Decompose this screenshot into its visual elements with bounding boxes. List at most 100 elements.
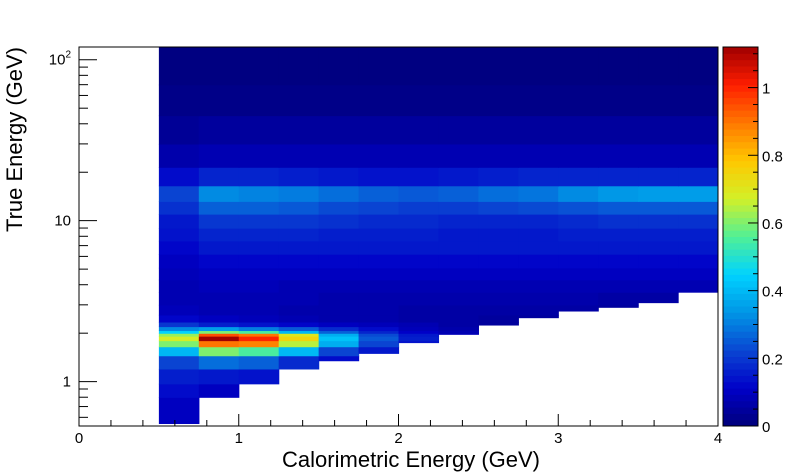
heatmap-cell [598, 167, 639, 187]
heatmap-cell [158, 47, 200, 86]
heatmap-cell [678, 84, 718, 117]
colorbar-segment [723, 299, 758, 307]
heatmap-cell [398, 47, 440, 86]
heatmap-cell [438, 185, 479, 202]
colorbar-segment [723, 287, 758, 294]
x-tick-label: 0 [75, 430, 83, 447]
heatmap-cell [558, 254, 599, 269]
colorbar-segment [723, 268, 758, 275]
heatmap-cell [238, 330, 280, 334]
heatmap-cell [158, 340, 200, 348]
heatmap-cell [238, 292, 280, 306]
heatmap-cell [518, 314, 559, 319]
heatmap-cell [638, 240, 679, 255]
heatmap-cell [558, 143, 599, 168]
heatmap-cell [158, 346, 200, 357]
heatmap-cell [478, 84, 519, 117]
heatmap-cell [598, 254, 639, 269]
heatmap-cell [238, 201, 280, 215]
heatmap-cell [598, 228, 639, 242]
heatmap-cell [518, 167, 559, 187]
heatmap-cell [598, 267, 639, 281]
heatmap-cell [278, 355, 320, 370]
heatmap-cell [438, 267, 479, 281]
heatmap-cell [438, 84, 479, 117]
heatmap-cell [638, 279, 679, 293]
heatmap-cell [278, 228, 320, 242]
heatmap-cell [598, 240, 639, 255]
heatmap-cell [318, 228, 360, 242]
heatmap-cell [678, 47, 718, 86]
heatmap-cell [198, 304, 240, 316]
heatmap-cell [398, 336, 440, 342]
heatmap-cell [318, 185, 360, 202]
heatmap-cell [318, 321, 360, 328]
heatmap-cell [358, 326, 400, 332]
heatmap-cell [278, 254, 320, 269]
heatmap-cell [438, 240, 479, 255]
heatmap-cell [478, 292, 519, 306]
x-tick-label: 3 [554, 430, 562, 447]
heatmap-cell [278, 336, 320, 342]
heatmap-cell [398, 167, 440, 187]
heatmap-cell [438, 330, 479, 334]
colorbar-segment [723, 173, 758, 181]
heatmap-cell [158, 330, 200, 334]
heatmap-cell [398, 228, 440, 242]
heatmap-cell [598, 185, 639, 202]
heatmap-cell [238, 326, 280, 332]
heatmap-cell [638, 185, 679, 202]
heatmap-cell [558, 214, 599, 229]
colorbar-segment [723, 274, 758, 282]
colorbar-segment [723, 65, 758, 73]
heatmap-cell [398, 201, 440, 215]
heatmap-cell [238, 214, 280, 229]
heatmap-cell [318, 340, 360, 348]
heatmap-cell [158, 167, 200, 187]
heatmap-cell [238, 228, 280, 242]
heatmap-cell [518, 292, 559, 306]
heatmap-cell [558, 240, 599, 255]
heatmap-cell [478, 279, 519, 293]
heatmap-cell [238, 47, 280, 86]
colorbar-segment [723, 305, 758, 313]
heatmap-cell [438, 333, 479, 335]
heatmap-cell [198, 346, 240, 357]
heatmap-cell [198, 279, 240, 293]
colorbar-segment [723, 242, 758, 250]
colorbar-segment [723, 97, 758, 105]
colorbar-segment [723, 223, 758, 231]
heatmap-cell [598, 115, 639, 145]
heatmap-cell [158, 304, 200, 316]
colorbar-segment [723, 369, 758, 376]
heatmap-cell [598, 47, 639, 86]
colorbar-segment [723, 217, 758, 225]
heatmap-cell [158, 267, 200, 281]
heatmap-cell [238, 340, 280, 348]
colorbar-segment [723, 381, 758, 389]
heatmap-cell [518, 214, 559, 229]
x-axis: 0 1 2 3 4 [75, 414, 722, 447]
heatmap-cell [278, 326, 320, 332]
heatmap-cell [198, 314, 240, 323]
heatmap-cell [358, 314, 400, 323]
heatmap-cell [158, 185, 200, 202]
heatmap-cell [318, 240, 360, 255]
colorbar-segment [723, 249, 758, 256]
heatmap-cell [198, 115, 240, 145]
heatmap-cell [278, 314, 320, 323]
heatmap-cell [318, 167, 360, 187]
colorbar-segment [723, 255, 758, 263]
heatmap-cell [278, 84, 320, 117]
heatmap-cell [278, 201, 320, 215]
heatmap-cell [518, 185, 559, 202]
heatmap-cell [278, 214, 320, 229]
heatmap-cell [358, 185, 400, 202]
heatmap-cell [438, 228, 479, 242]
x-tick-label: 4 [714, 430, 722, 447]
heatmap-cell [438, 314, 479, 323]
heatmap-cell [158, 336, 200, 342]
colorbar-segment [723, 192, 758, 200]
heatmap-cell [278, 279, 320, 293]
heatmap-cell [318, 314, 360, 323]
